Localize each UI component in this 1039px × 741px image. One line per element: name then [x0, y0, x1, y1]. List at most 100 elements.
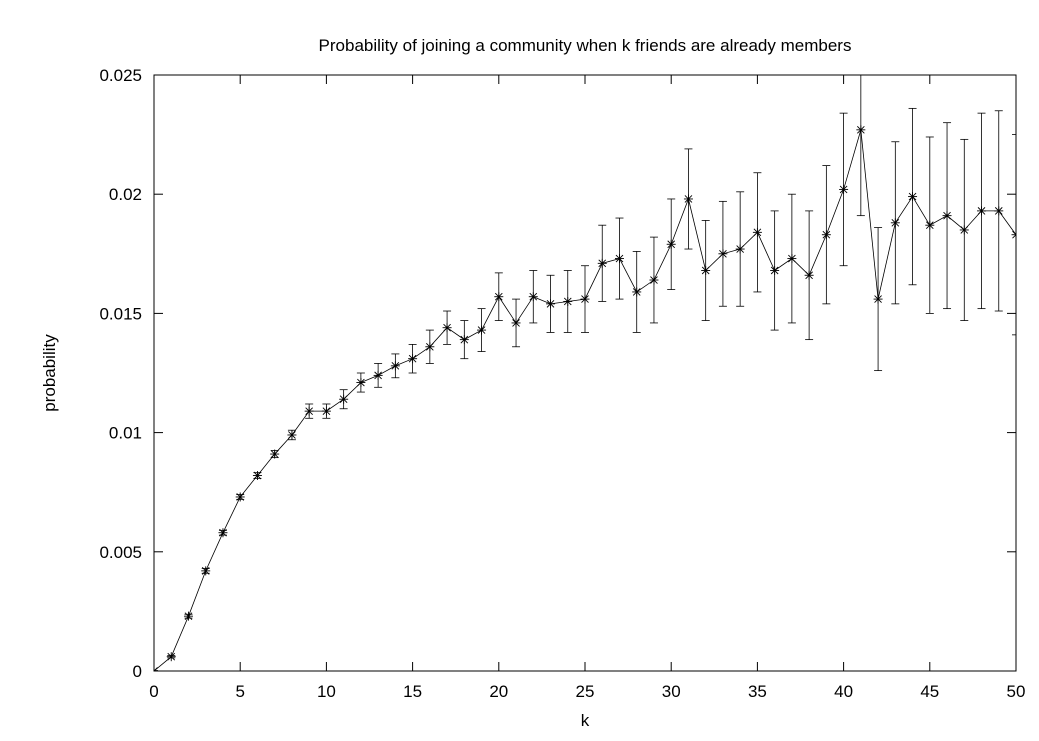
point-stroke: [201, 567, 210, 575]
point-stroke: [684, 195, 693, 203]
data-point: [235, 492, 245, 502]
point-stroke: [270, 450, 279, 458]
data-point: [1011, 230, 1016, 240]
point-stroke: [753, 228, 762, 237]
y-tick-label: 0.02: [109, 185, 142, 204]
data-point: [166, 652, 176, 662]
data-points: [154, 125, 1016, 671]
x-tick-label: 10: [317, 682, 336, 701]
x-tick-label: 0: [149, 682, 158, 701]
data-point: [321, 406, 331, 416]
x-tick-label: 35: [748, 682, 767, 701]
y-tick-label: 0.025: [99, 66, 142, 85]
data-point: [304, 406, 314, 416]
point-stroke: [857, 126, 865, 134]
data-point: [666, 239, 676, 249]
point-stroke: [357, 378, 365, 387]
point-stroke: [788, 254, 796, 263]
point-stroke: [494, 292, 503, 301]
point-stroke: [374, 371, 382, 380]
point-stroke: [805, 271, 813, 280]
data-point: [856, 125, 866, 135]
point-stroke: [563, 297, 572, 306]
point-stroke: [288, 431, 296, 439]
data-point: [339, 394, 349, 404]
data-point: [701, 265, 711, 275]
point-stroke: [408, 354, 417, 363]
x-tick-label: 45: [920, 682, 939, 701]
point-stroke: [443, 323, 451, 332]
point-stroke: [167, 652, 176, 661]
point-stroke: [529, 292, 538, 301]
point-stroke: [236, 493, 245, 501]
point-stroke: [701, 266, 710, 275]
data-point: [252, 471, 262, 481]
y-tick-label: 0.005: [99, 543, 142, 562]
point-stroke: [891, 218, 900, 227]
point-stroke: [822, 230, 831, 239]
data-point: [408, 354, 418, 364]
data-point: [218, 528, 228, 538]
point-stroke: [719, 249, 727, 258]
point-stroke: [1012, 230, 1016, 236]
point-stroke: [477, 326, 486, 334]
data-point: [718, 249, 728, 259]
point-stroke: [322, 407, 331, 415]
point-stroke: [154, 667, 158, 671]
point-stroke: [770, 266, 779, 275]
point-stroke: [960, 226, 969, 234]
x-axis-label: k: [581, 711, 590, 730]
error-bars: [154, 75, 1016, 671]
point-stroke: [339, 395, 348, 404]
point-stroke: [1012, 234, 1016, 239]
point-stroke: [925, 221, 934, 230]
point-stroke: [184, 612, 193, 620]
x-tick-label: 50: [1007, 682, 1026, 701]
data-point: [494, 292, 504, 302]
y-tick-label: 0.01: [109, 424, 142, 443]
data-point: [425, 342, 435, 352]
data-point: [977, 206, 987, 216]
point-stroke: [908, 192, 917, 201]
data-point: [511, 318, 521, 328]
y-tick-label: 0.015: [99, 304, 142, 323]
point-stroke: [874, 295, 882, 303]
data-point: [154, 666, 159, 671]
data-point: [873, 294, 883, 304]
point-stroke: [253, 471, 262, 480]
data-point: [959, 225, 969, 235]
point-stroke: [839, 185, 848, 194]
x-tick-label: 30: [662, 682, 681, 701]
point-stroke: [598, 259, 607, 268]
point-stroke: [581, 295, 589, 303]
data-point: [752, 227, 762, 237]
point-stroke: [615, 254, 624, 263]
series-line: [154, 129, 1016, 671]
axis-tick-labels: 0 5 10 15 20 25 30 35 40 45 50 0 0.005 0.01 0.015 0.02 0…: [99, 66, 1025, 701]
chart-title: Probability of joining a community when …: [319, 36, 852, 55]
point-stroke: [736, 245, 744, 253]
point-stroke: [460, 335, 469, 344]
data-point: [735, 244, 745, 254]
data-point: [201, 566, 211, 576]
data-point: [614, 254, 624, 264]
data-point: [477, 325, 487, 335]
data-point: [942, 211, 952, 221]
data-point: [373, 370, 383, 380]
point-stroke: [994, 207, 1003, 215]
data-point: [546, 299, 556, 309]
plot-area-frame: [153, 74, 1017, 672]
point-stroke: [512, 319, 520, 327]
data-point: [908, 192, 918, 202]
x-tick-label: 25: [576, 682, 595, 701]
x-tick-label: 5: [235, 682, 244, 701]
point-stroke: [219, 528, 227, 537]
point-stroke: [650, 276, 658, 284]
y-tick-label: 0: [133, 662, 142, 681]
point-stroke: [391, 362, 400, 370]
data-point: [839, 184, 849, 194]
point-stroke: [943, 211, 951, 220]
data-point: [183, 611, 193, 621]
axis-ticks: [153, 74, 1017, 672]
